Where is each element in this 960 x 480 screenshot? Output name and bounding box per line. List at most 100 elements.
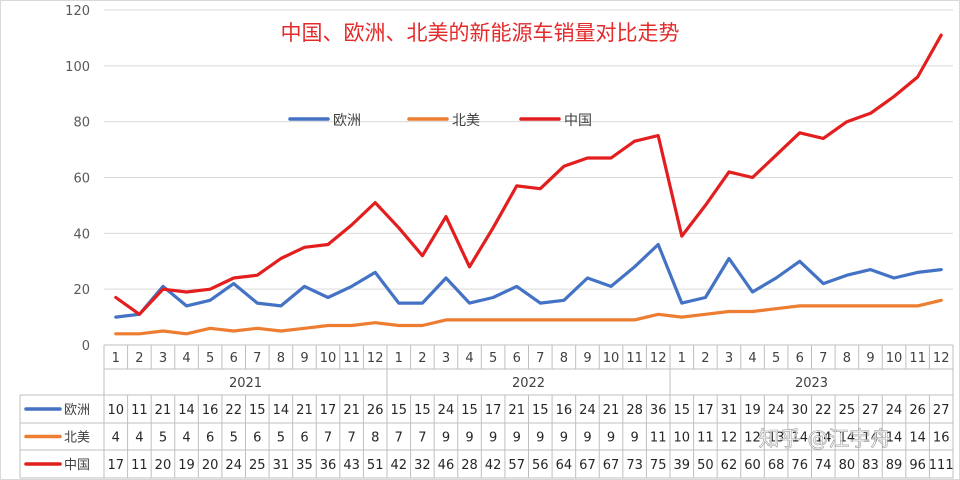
table-cell-value: 39 <box>674 458 691 473</box>
x-month-label: 3 <box>725 351 733 366</box>
x-month-label: 8 <box>560 351 568 366</box>
table-cell-value: 31 <box>273 458 290 473</box>
table-cell-value: 6 <box>206 431 214 446</box>
x-month-label: 2 <box>418 351 426 366</box>
table-cell-value: 35 <box>296 458 313 473</box>
table-cell-value: 7 <box>347 431 355 446</box>
table-cell-value: 24 <box>768 403 785 418</box>
table-cell-value: 26 <box>909 403 926 418</box>
table-cell-value: 7 <box>418 431 426 446</box>
x-month-label: 5 <box>489 351 497 366</box>
table-cell-value: 11 <box>697 431 714 446</box>
table-cell-value: 15 <box>674 403 691 418</box>
table-cell-value: 14 <box>886 431 903 446</box>
table-cell-value: 5 <box>230 431 238 446</box>
x-month-label: 2 <box>701 351 709 366</box>
table-cell-value: 22 <box>225 403 242 418</box>
x-month-label: 12 <box>650 351 667 366</box>
legend-label: 欧洲 <box>333 113 361 129</box>
table-cell-value: 68 <box>768 458 785 473</box>
table-cell-value: 21 <box>603 403 620 418</box>
watermark: 知乎 @江宇舟 <box>759 427 892 451</box>
x-year-label: 2022 <box>512 376 545 391</box>
x-month-label: 12 <box>933 351 950 366</box>
table-cell-value: 15 <box>249 403 266 418</box>
x-month-label: 4 <box>748 351 756 366</box>
x-month-label: 11 <box>909 351 926 366</box>
table-cell-value: 9 <box>489 431 497 446</box>
table-cell-value: 14 <box>839 431 856 446</box>
table-cell-value: 17 <box>697 403 714 418</box>
x-month-label: 7 <box>536 351 544 366</box>
table-cell-value: 26 <box>367 403 384 418</box>
table-cell-value: 13 <box>768 431 785 446</box>
table-cell-value: 89 <box>886 458 903 473</box>
table-cell-value: 36 <box>320 458 337 473</box>
series-line <box>114 33 943 316</box>
table-cell-value: 14 <box>909 431 926 446</box>
table-cell-value: 51 <box>367 458 384 473</box>
table-cell-value: 83 <box>862 458 879 473</box>
x-year-label: 2023 <box>795 376 828 391</box>
table-cell-value: 9 <box>560 431 568 446</box>
x-year-label: 2021 <box>229 376 262 391</box>
table-cell-value: 4 <box>182 431 190 446</box>
x-month-label: 6 <box>796 351 804 366</box>
y-tick-label: 40 <box>73 227 90 242</box>
table-cell-value: 20 <box>202 458 219 473</box>
table-series-label: 中国 <box>64 458 90 473</box>
x-month-label: 2 <box>135 351 143 366</box>
table-cell-value: 11 <box>131 403 148 418</box>
x-month-label: 7 <box>253 351 261 366</box>
table-cell-value: 17 <box>108 458 125 473</box>
table-cell-value: 15 <box>391 403 408 418</box>
table-cell-value: 57 <box>508 458 525 473</box>
table-cell-value: 15 <box>532 403 549 418</box>
table-cell-value: 4 <box>112 431 120 446</box>
table-cell-value: 16 <box>556 403 573 418</box>
table-cell-value: 21 <box>155 403 172 418</box>
legend: 欧洲 北美 中国 <box>288 113 592 129</box>
table-cell-value: 14 <box>815 431 832 446</box>
table-cell-value: 32 <box>414 458 431 473</box>
table-cell-value: 15 <box>414 403 431 418</box>
table-cell-value: 24 <box>225 458 242 473</box>
y-tick-label: 60 <box>73 172 90 187</box>
table-cell-value: 64 <box>556 458 573 473</box>
table-cell-value: 28 <box>626 403 643 418</box>
x-month-label: 8 <box>277 351 285 366</box>
legend-label: 北美 <box>452 113 480 129</box>
table-cell-value: 5 <box>159 431 167 446</box>
table-cell-value: 42 <box>391 458 408 473</box>
table-cell-value: 74 <box>815 458 832 473</box>
table-cell-value: 96 <box>909 458 926 473</box>
table-cell-value: 25 <box>839 403 856 418</box>
x-month-label: 10 <box>886 351 903 366</box>
x-month-label: 4 <box>465 351 473 366</box>
table-cell-value: 16 <box>933 431 950 446</box>
table-cell-value: 14 <box>178 403 195 418</box>
table-cell-value: 42 <box>485 458 502 473</box>
series-line <box>114 298 943 336</box>
x-month-label: 9 <box>300 351 308 366</box>
table-cell-value: 67 <box>579 458 596 473</box>
table-cell-value: 19 <box>178 458 195 473</box>
y-tick-label: 120 <box>65 4 90 19</box>
table-cell-value: 21 <box>296 403 313 418</box>
chart-title: 中国、欧洲、北美的新能源车销量对比走势 <box>281 21 680 45</box>
table-cell-value: 36 <box>650 403 667 418</box>
table-cell-value: 50 <box>697 458 714 473</box>
table-series-label: 欧洲 <box>64 403 90 418</box>
x-month-label: 3 <box>442 351 450 366</box>
table-cell-value: 75 <box>650 458 667 473</box>
table-cell-value: 73 <box>626 458 643 473</box>
table-cell-value: 30 <box>791 403 808 418</box>
table-cell-value: 56 <box>532 458 549 473</box>
table-cell-value: 24 <box>438 403 455 418</box>
table-cell-value: 9 <box>607 431 615 446</box>
table-cell-value: 9 <box>465 431 473 446</box>
table-cell-value: 9 <box>583 431 591 446</box>
y-tick-label: 80 <box>73 116 90 131</box>
table-cell-value: 12 <box>744 431 761 446</box>
